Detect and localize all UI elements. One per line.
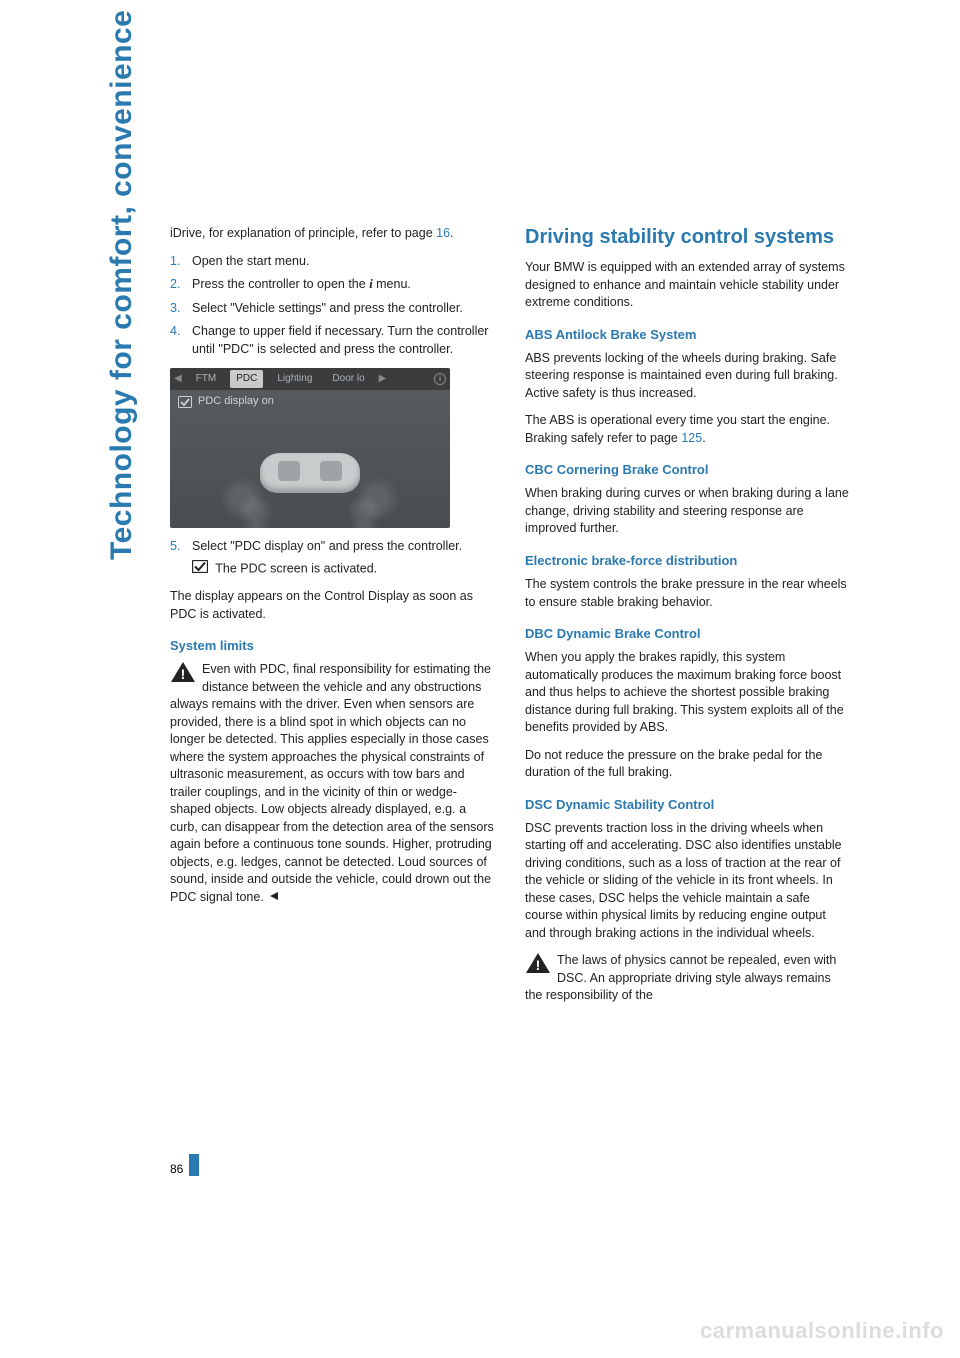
step-text: Change to upper field if necessary. Turn… bbox=[192, 324, 488, 356]
heading-dsc: DSC Dynamic Stability Control bbox=[525, 796, 850, 814]
step-5-sub-text: The PDC screen is activated. bbox=[215, 561, 377, 575]
step-1: 1. Open the start menu. bbox=[170, 253, 495, 271]
step-text: Open the start menu. bbox=[192, 254, 309, 268]
after-screenshot-text: The display appears on the Control Displ… bbox=[170, 588, 495, 623]
page-number-box: 86 bbox=[170, 1154, 199, 1176]
steps-list-2: 5. Select "PDC display on" and press the… bbox=[170, 538, 495, 578]
abs-p2-a: The ABS is operational every time you st… bbox=[525, 413, 830, 445]
step-num: 5. bbox=[170, 538, 180, 556]
warning-text-dsc: The laws of physics cannot be repealed, … bbox=[525, 953, 836, 1002]
dbc-p2: Do not reduce the pressure on the brake … bbox=[525, 747, 850, 782]
pdc-display-label: PDC display on bbox=[198, 394, 274, 409]
heading-abs: ABS Antilock Brake System bbox=[525, 326, 850, 344]
screenshot-tabbar: ◀ FTM PDC Lighting Door lo ▶ i bbox=[170, 368, 450, 390]
abs-p2: The ABS is operational every time you st… bbox=[525, 412, 850, 447]
car-body-icon bbox=[260, 453, 360, 493]
pdc-screenshot: ◀ FTM PDC Lighting Door lo ▶ i PDC displ… bbox=[170, 368, 450, 528]
cbc-p: When braking during curves or when braki… bbox=[525, 485, 850, 538]
tab-right-arrow-icon: ▶ bbox=[379, 372, 387, 386]
tab-left-arrow-icon: ◀ bbox=[174, 372, 182, 386]
right-column: Driving stability control systems Your B… bbox=[525, 225, 850, 1015]
heading-ebd: Electronic brake-force distribution bbox=[525, 552, 850, 570]
tab-info-icon: i bbox=[434, 373, 446, 385]
step-num: 2. bbox=[170, 276, 180, 294]
page-number: 86 bbox=[170, 1162, 183, 1176]
intro-text-a: iDrive, for explanation of principle, re… bbox=[170, 226, 436, 240]
warning-block-dsc: ! The laws of physics cannot be repealed… bbox=[525, 952, 850, 1005]
step-text: Select "Vehicle settings" and press the … bbox=[192, 301, 463, 315]
pdc-display-row: PDC display on bbox=[170, 390, 450, 413]
intro-right: Your BMW is equipped with an extended ar… bbox=[525, 259, 850, 312]
page-link-125[interactable]: 125 bbox=[681, 431, 702, 445]
page-link-16[interactable]: 16 bbox=[436, 226, 450, 240]
tab-ftm: FTM bbox=[190, 370, 223, 388]
svg-text:!: ! bbox=[181, 666, 186, 682]
warning-block: ! Even with PDC, final responsibility fo… bbox=[170, 661, 495, 906]
heading-cbc: CBC Cornering Brake Control bbox=[525, 461, 850, 479]
step-text: Select "PDC display on" and press the co… bbox=[192, 539, 462, 553]
page-number-bar-icon bbox=[189, 1154, 199, 1176]
dsc-p: DSC prevents traction loss in the drivin… bbox=[525, 820, 850, 943]
abs-p1: ABS prevents locking of the wheels durin… bbox=[525, 350, 850, 403]
step-2: 2. Press the controller to open the i me… bbox=[170, 276, 495, 294]
step-text-b: menu. bbox=[373, 277, 411, 291]
end-marker-icon bbox=[269, 889, 279, 907]
watermark: carmanualsonline.info bbox=[700, 1318, 944, 1344]
step-num: 1. bbox=[170, 253, 180, 271]
intro-paragraph: iDrive, for explanation of principle, re… bbox=[170, 225, 495, 243]
intro-text-b: . bbox=[450, 226, 453, 240]
warning-triangle-icon: ! bbox=[170, 661, 196, 683]
abs-p2-b: . bbox=[702, 431, 705, 445]
tab-lighting: Lighting bbox=[271, 370, 318, 388]
warning-triangle-icon: ! bbox=[525, 952, 551, 974]
svg-text:!: ! bbox=[536, 957, 541, 973]
heading-system-limits: System limits bbox=[170, 637, 495, 655]
car-diagram bbox=[170, 418, 450, 528]
step-num: 4. bbox=[170, 323, 180, 341]
page-content: iDrive, for explanation of principle, re… bbox=[170, 225, 850, 1015]
checkbox-checked-icon bbox=[192, 560, 208, 579]
sidebar-title: Technology for comfort, convenience and … bbox=[105, 0, 139, 560]
step-5: 5. Select "PDC display on" and press the… bbox=[170, 538, 495, 578]
dbc-p1: When you apply the brakes rapidly, this … bbox=[525, 649, 850, 737]
heading-dbc: DBC Dynamic Brake Control bbox=[525, 625, 850, 643]
step-4: 4. Change to upper field if necessary. Tu… bbox=[170, 323, 495, 358]
step-3: 3. Select "Vehicle settings" and press th… bbox=[170, 300, 495, 318]
ebd-p: The system controls the brake pressure i… bbox=[525, 576, 850, 611]
checkbox-checked-icon bbox=[178, 396, 192, 408]
left-column: iDrive, for explanation of principle, re… bbox=[170, 225, 495, 1015]
tab-door: Door lo bbox=[326, 370, 370, 388]
step-num: 3. bbox=[170, 300, 180, 318]
tab-pdc: PDC bbox=[230, 370, 263, 388]
step-text-a: Press the controller to open the bbox=[192, 277, 369, 291]
heading-driving-stability: Driving stability control systems bbox=[525, 225, 850, 249]
step-5-sub: The PDC screen is activated. bbox=[192, 560, 495, 579]
warning-text: Even with PDC, final responsibility for … bbox=[170, 662, 494, 904]
steps-list: 1. Open the start menu. 2. Press the cont… bbox=[170, 253, 495, 359]
